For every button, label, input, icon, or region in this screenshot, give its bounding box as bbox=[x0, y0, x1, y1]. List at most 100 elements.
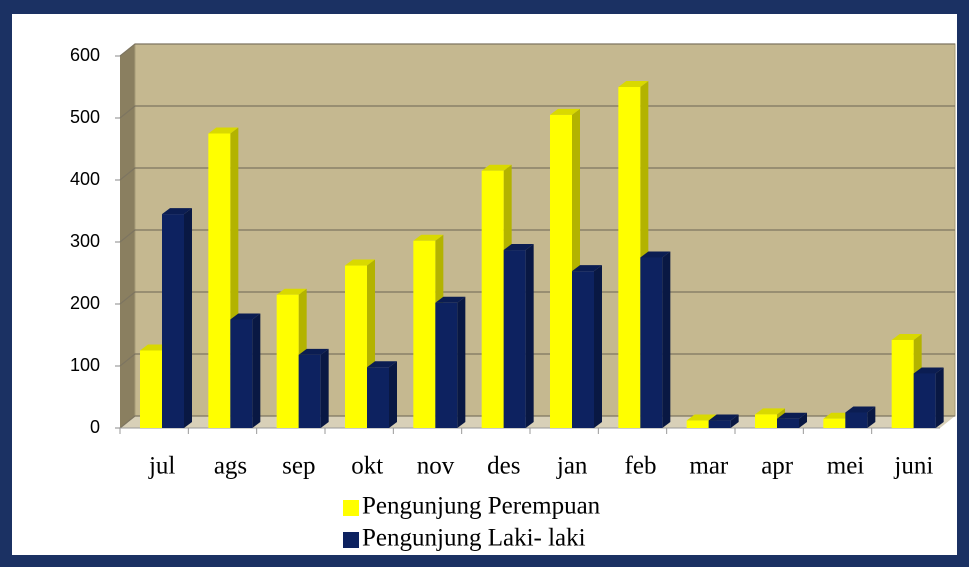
bar-top bbox=[550, 108, 580, 115]
bar-top bbox=[572, 265, 602, 272]
bar-side bbox=[457, 296, 466, 428]
bar-top bbox=[208, 127, 239, 134]
bar bbox=[367, 361, 397, 428]
bar bbox=[845, 406, 876, 428]
bar-top bbox=[891, 333, 922, 340]
y-tick-label: 100 bbox=[70, 355, 100, 375]
bar-side bbox=[662, 251, 671, 428]
bar-front bbox=[640, 257, 663, 428]
bar-top bbox=[413, 234, 444, 241]
bar-front bbox=[845, 412, 868, 428]
x-tick-label: mei bbox=[827, 453, 865, 480]
grid-line bbox=[119, 167, 955, 181]
bar bbox=[435, 296, 466, 428]
bar-top bbox=[481, 164, 512, 171]
bar-top bbox=[367, 361, 397, 368]
bar-front bbox=[208, 133, 231, 428]
floor bbox=[120, 416, 955, 428]
bar-side bbox=[594, 265, 602, 428]
bar-side bbox=[799, 412, 807, 428]
legend-swatch bbox=[343, 532, 359, 548]
bar-side bbox=[730, 414, 739, 428]
grid-line bbox=[119, 229, 955, 243]
grid-line bbox=[119, 105, 955, 119]
bar-front bbox=[823, 418, 846, 428]
bar-front bbox=[481, 170, 504, 428]
bar-top bbox=[755, 408, 785, 415]
bar bbox=[162, 208, 192, 428]
bar-side bbox=[935, 367, 944, 428]
bar-front bbox=[550, 114, 572, 429]
bar-side bbox=[525, 244, 534, 428]
x-tick-label: apr bbox=[761, 453, 794, 480]
grid-line bbox=[119, 43, 955, 57]
grid-line bbox=[119, 291, 955, 305]
bar-front bbox=[755, 414, 777, 428]
bar bbox=[640, 251, 671, 428]
bar-top bbox=[913, 367, 944, 374]
bar bbox=[572, 265, 602, 428]
grid-line bbox=[119, 415, 955, 429]
grid-line bbox=[119, 353, 955, 367]
bar-front bbox=[276, 294, 299, 428]
y-tick-label: 400 bbox=[70, 169, 100, 189]
bar-front bbox=[686, 420, 709, 428]
bar-front bbox=[230, 319, 253, 428]
bar-front bbox=[572, 271, 594, 428]
bar-top bbox=[618, 81, 649, 87]
x-tick-label: mar bbox=[689, 453, 729, 480]
bar bbox=[298, 348, 329, 428]
y-tick-label: 500 bbox=[70, 107, 100, 127]
bar-side bbox=[184, 208, 192, 428]
bar-top bbox=[298, 348, 329, 355]
bar-top bbox=[777, 412, 807, 419]
bar-top bbox=[435, 296, 466, 303]
y-tick-label: 200 bbox=[70, 293, 100, 313]
bar-front bbox=[618, 87, 641, 428]
bar-top bbox=[503, 244, 534, 251]
bar-top bbox=[640, 251, 671, 258]
bar bbox=[230, 313, 261, 428]
bar bbox=[777, 412, 807, 428]
bar-side bbox=[867, 406, 876, 428]
legend-label: Pengunjung Perempuan bbox=[362, 493, 601, 520]
x-tick-label: okt bbox=[351, 453, 383, 480]
bar-top bbox=[708, 414, 739, 421]
bar-side bbox=[320, 348, 329, 428]
x-tick-label: jan bbox=[556, 453, 588, 480]
bar-front bbox=[140, 350, 162, 428]
bar bbox=[913, 367, 944, 428]
legend-swatch bbox=[343, 500, 359, 516]
bar-top bbox=[230, 313, 261, 320]
bar-front bbox=[777, 418, 799, 428]
x-tick-label: nov bbox=[417, 453, 455, 480]
bar-top bbox=[686, 414, 717, 421]
bar-front bbox=[367, 367, 389, 428]
bar-side bbox=[389, 361, 397, 428]
legend-label: Pengunjung Laki- laki bbox=[362, 525, 586, 552]
bar-top bbox=[345, 259, 375, 266]
x-tick-label: ags bbox=[214, 453, 247, 480]
bar bbox=[708, 414, 739, 428]
y-tick-label: 0 bbox=[90, 417, 100, 437]
y-tick-label: 300 bbox=[70, 231, 100, 251]
bar-front bbox=[413, 240, 436, 428]
bar-top bbox=[162, 208, 192, 215]
bar-front bbox=[298, 354, 321, 428]
bar-front bbox=[913, 373, 936, 428]
x-tick-label: sep bbox=[282, 453, 315, 480]
x-tick-label: juni bbox=[893, 453, 933, 480]
bar-front bbox=[891, 339, 914, 428]
x-tick-label: jul bbox=[148, 453, 175, 480]
x-tick-label: feb bbox=[625, 453, 657, 480]
bar bbox=[503, 244, 534, 428]
bar-top bbox=[845, 406, 876, 413]
bar-front bbox=[435, 302, 458, 428]
bar-side bbox=[252, 313, 261, 428]
y-tick-label: 600 bbox=[70, 45, 100, 65]
x-tick-label: des bbox=[487, 453, 520, 480]
bar-top bbox=[276, 288, 307, 295]
bar-front bbox=[162, 214, 184, 428]
